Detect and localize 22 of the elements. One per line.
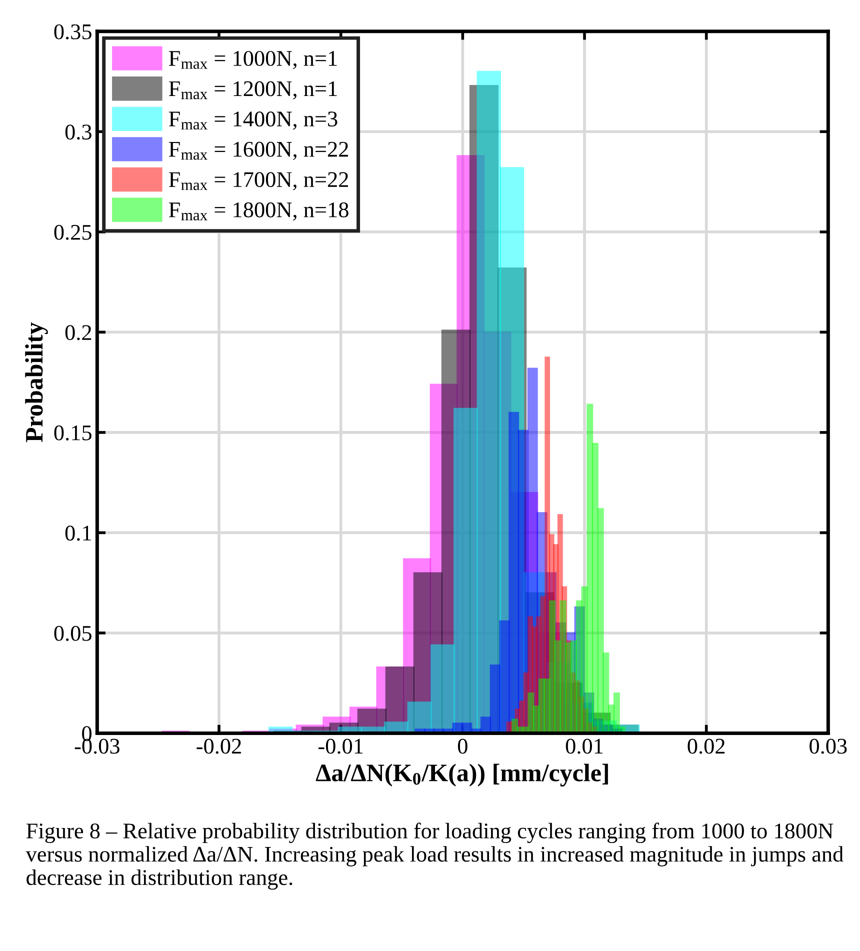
legend-label: F$_{max}$ = 1000N, n=1 (168, 50, 337, 70)
x-tick-label: 0.01 (566, 738, 603, 754)
x-tick-label: -0.01 (318, 738, 363, 754)
y-tick-label: 0.1 (65, 526, 91, 541)
legend-label: F$_{max}$ = 1200N, n=1 (168, 81, 337, 100)
x-axis-title: Δa/ΔN(K$_{0}$/K(a)) [mm/cycle] (316, 764, 608, 787)
legend-label: F$_{max}$ = 1800N, n=18 (168, 202, 348, 221)
legend-label: F$_{max}$ = 1700N, n=22 (168, 172, 348, 190)
legend-label: F$_{max}$ = 1400N, n=3 (168, 112, 338, 130)
y-axis-title: Probability (25, 322, 48, 442)
y-tick-label: 0.25 (54, 224, 92, 240)
y-tick-label: 0.3 (65, 124, 92, 140)
x-tick-label: 0 (458, 738, 468, 754)
x-tick-label: -0.02 (196, 738, 241, 754)
x-tick-label: 0.03 (810, 738, 847, 754)
legend-label: F$_{max}$ = 1600N, n=22 (168, 142, 348, 160)
y-tick-label: 0.35 (54, 24, 92, 40)
y-tick-label: 0.05 (54, 626, 92, 641)
y-tick-label: 0.2 (65, 325, 92, 340)
y-tick-label: 0.15 (54, 425, 92, 440)
x-tick-label: 0.02 (688, 738, 725, 754)
caption: Figure 8 – Relative probability distribution for loading cycles ranging from 1000 to 1800N versus normalized Δa/ΔN. Increasing peak load results in increased magnitude in jumps and decrease in distribution range. (26, 822, 844, 890)
